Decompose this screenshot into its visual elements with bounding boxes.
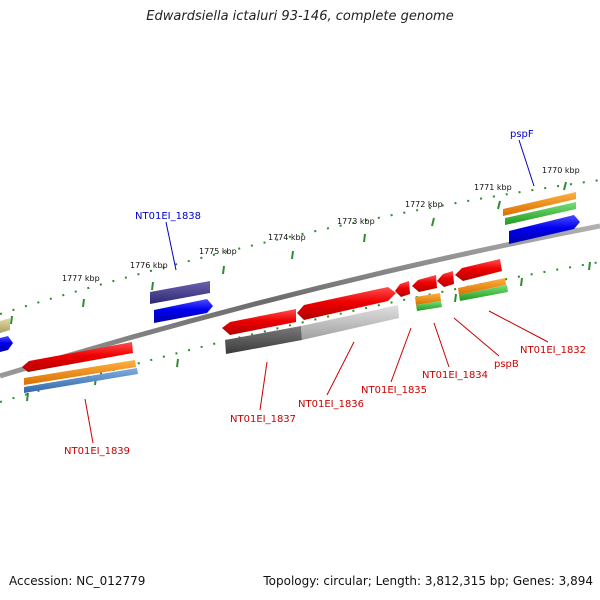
pspf-green-feature[interactable] <box>505 202 576 225</box>
forward-features <box>0 192 580 352</box>
tick-label: 1771 kbp <box>474 183 512 192</box>
nt01ei-1836-red-arrow[interactable] <box>297 287 396 320</box>
pspf-leader <box>518 139 535 187</box>
pspb-red-arrow[interactable] <box>437 271 454 287</box>
nt01ei-1832-green-feature[interactable] <box>459 285 508 301</box>
major-tick <box>222 265 225 275</box>
gene-label-nt01ei-1838[interactable]: NT01EI_1838 <box>135 211 201 222</box>
nt01ei-1839-steelblue-feature[interactable] <box>24 368 138 393</box>
leader-lines <box>84 139 549 444</box>
pspb-leader <box>453 317 500 357</box>
reverse-features <box>22 259 508 393</box>
tick-labels: 1770 kbp 1771 kbp 1772 kbp 1773 kbp 1774… <box>62 166 580 283</box>
tick-label: 1775 kbp <box>199 247 237 256</box>
gene-label-nt01ei-1837[interactable]: NT01EI_1837 <box>230 414 296 425</box>
major-tick <box>497 200 501 210</box>
nt01ei-1834-leader <box>433 322 450 368</box>
gene-label-nt01ei-1832[interactable]: NT01EI_1832 <box>520 345 586 356</box>
nt01ei-1838-gene-arrow[interactable] <box>154 299 213 323</box>
major-tick <box>454 293 457 303</box>
major-tick <box>151 281 154 291</box>
major-tick <box>176 358 179 368</box>
map-title: Edwardsiella ictaluri 93-146, complete g… <box>146 9 454 24</box>
nt01ei-1834-orange-feature[interactable] <box>415 293 441 305</box>
nt01ei-1836-lightgray-feature[interactable] <box>301 305 399 340</box>
major-tick <box>26 392 29 402</box>
nt01ei-1839-red-arrow[interactable] <box>22 342 133 372</box>
major-tick <box>10 315 13 325</box>
major-tick <box>291 250 294 260</box>
nt01ei-1834-red-arrow[interactable] <box>412 275 437 292</box>
nt01ei-1835-leader <box>390 327 412 383</box>
tick-label: 1774 kbp <box>268 233 306 242</box>
major-tick <box>431 217 435 227</box>
nt01ei-1832-red-arrow[interactable] <box>455 259 502 281</box>
gene-label-nt01ei-1839[interactable]: NT01EI_1839 <box>64 446 130 457</box>
nt01ei-1838-leader <box>165 221 177 271</box>
gene-label-pspf[interactable]: pspF <box>510 129 534 140</box>
tick-label: 1777 kbp <box>62 274 100 283</box>
left-khaki-feature[interactable] <box>0 318 10 333</box>
accession-text: Accession: NC_012779 <box>9 574 146 588</box>
genome-summary-text: Topology: circular; Length: 3,812,315 bp… <box>263 574 593 588</box>
nt01ei-1837-leader <box>259 361 268 411</box>
tick-label: 1776 kbp <box>130 261 168 270</box>
gene-label-nt01ei-1834[interactable]: NT01EI_1834 <box>422 370 488 381</box>
left-blue-arrow[interactable] <box>0 336 13 352</box>
nt01ei-1834-green-feature[interactable] <box>416 301 442 311</box>
nt01ei-1835-red-arrow[interactable] <box>395 281 410 297</box>
major-tick <box>588 261 591 271</box>
nt01ei-1839-leader <box>84 398 94 444</box>
gene-labels: pspF NT01EI_1838 NT01EI_1832 pspB NT01EI… <box>64 129 586 457</box>
major-tick <box>363 233 366 243</box>
nt01ei-1837-red-arrow[interactable] <box>222 309 296 335</box>
nt01ei-1839-orange-feature[interactable] <box>24 360 136 385</box>
major-ticks <box>10 181 567 325</box>
gene-label-nt01ei-1835[interactable]: NT01EI_1835 <box>361 385 427 396</box>
tick-label: 1772 kbp <box>405 200 443 209</box>
nt01ei-1838-purple-feature[interactable] <box>150 281 210 304</box>
pspf-orange-feature[interactable] <box>503 192 576 216</box>
nt01ei-1832-orange-feature[interactable] <box>458 278 506 295</box>
major-tick <box>520 277 523 287</box>
nt01ei-1832-leader <box>488 310 549 343</box>
gene-label-nt01ei-1836[interactable]: NT01EI_1836 <box>298 399 364 410</box>
nt01ei-1837-darkgray-feature[interactable] <box>225 326 302 354</box>
tick-label: 1773 kbp <box>337 217 375 226</box>
major-tick <box>563 181 567 191</box>
tick-label: 1770 kbp <box>542 166 580 175</box>
gene-label-pspb[interactable]: pspB <box>494 359 519 370</box>
pspf-gene-arrow[interactable] <box>509 215 580 244</box>
major-tick <box>82 298 85 308</box>
nt01ei-1836-leader <box>326 341 355 396</box>
